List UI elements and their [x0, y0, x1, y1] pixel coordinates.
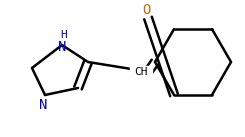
Text: H: H — [61, 30, 67, 40]
Text: N: N — [39, 98, 47, 112]
Text: O: O — [142, 3, 150, 17]
Text: N: N — [58, 40, 66, 54]
Text: CH: CH — [134, 67, 148, 77]
